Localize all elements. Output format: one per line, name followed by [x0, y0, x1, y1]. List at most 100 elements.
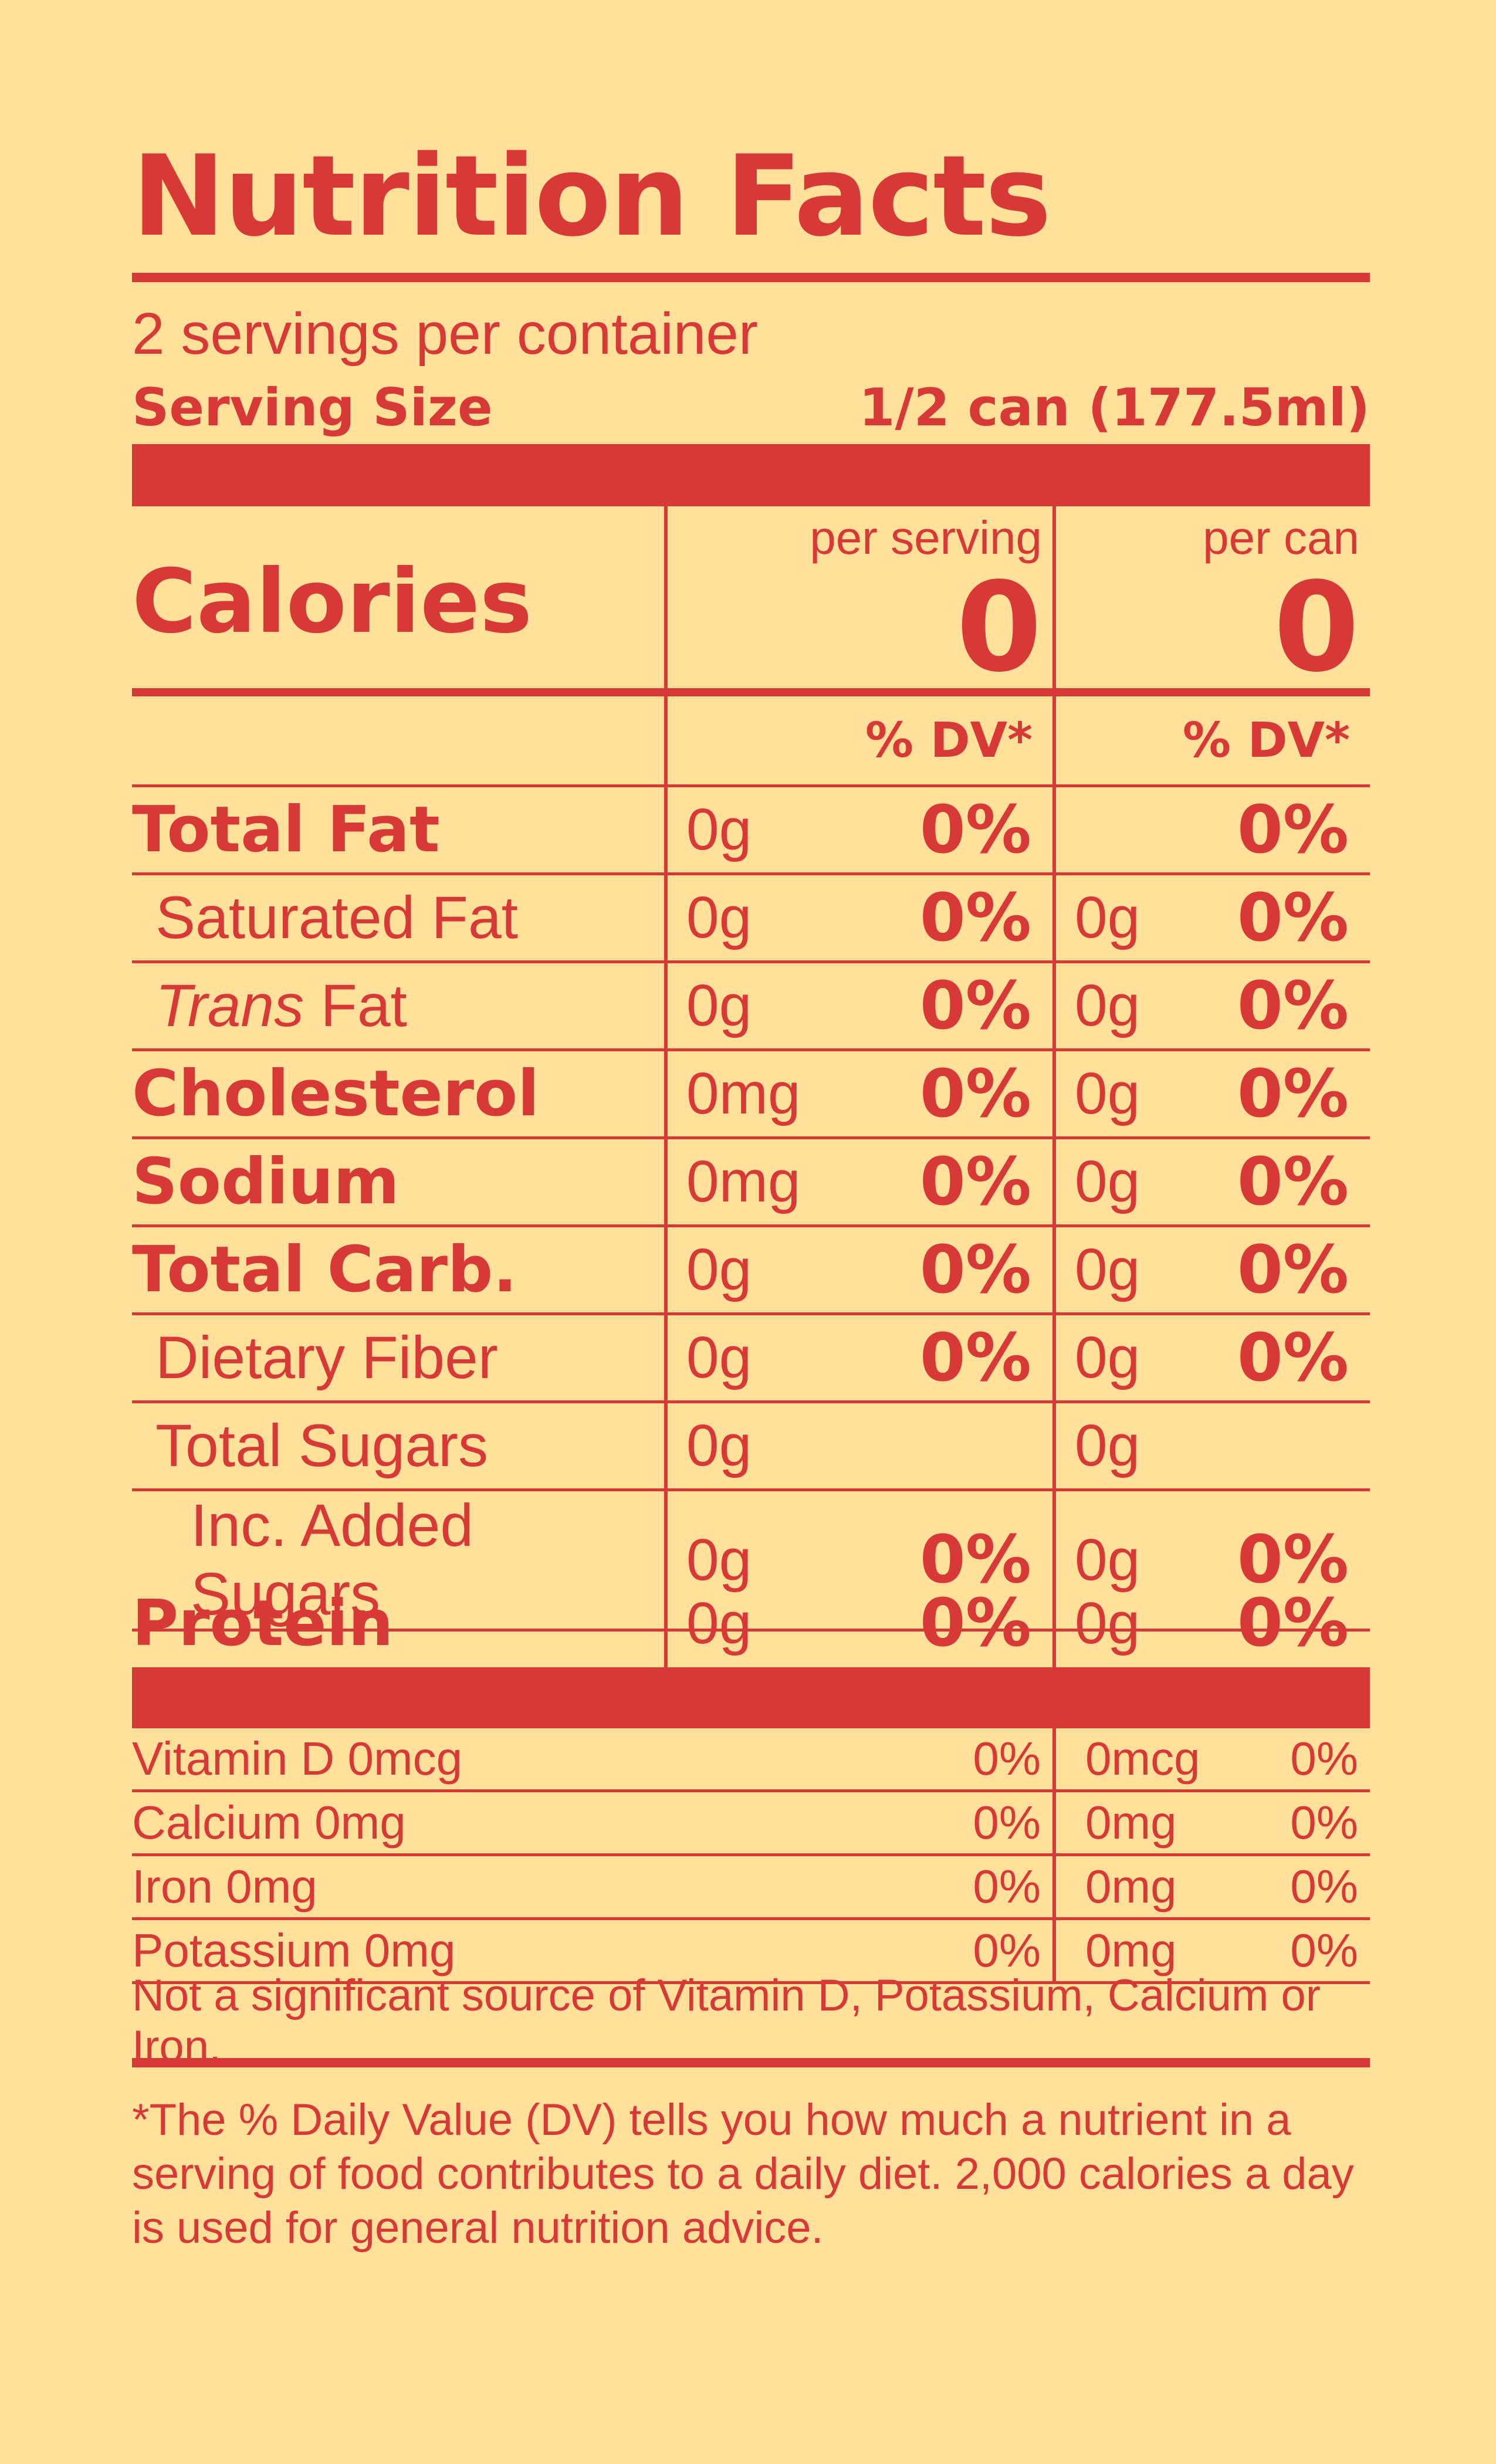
nutrient-row: Saturated Fat 0g 0% 0g 0% — [132, 875, 1370, 963]
vitamin-serving-dv: 0% — [664, 1728, 1052, 1792]
vitamin-row: Iron 0mg 0% 0mg 0% — [132, 1856, 1370, 1920]
calories-label: Calories — [132, 551, 533, 653]
vitamin-name: Potassium 0mg — [132, 1920, 664, 1984]
dv-header-can: % DV* — [1052, 696, 1370, 784]
nutrient-name: Inc. Added Sugars — [191, 1492, 474, 1627]
nutrient-row: Total Fat 0g 0% 0% — [132, 787, 1370, 875]
vitamin-can-dv: 0% — [1290, 1860, 1358, 1913]
divider — [132, 2058, 1370, 2067]
serving-daily-value: 0% — [919, 1522, 1031, 1598]
nutrient-name: Total Carb. — [132, 1233, 517, 1307]
nutrient-name: Dietary Fiber — [155, 1324, 498, 1391]
nutrient-name-prefix: Trans — [155, 972, 304, 1039]
thick-divider — [132, 1667, 1370, 1728]
serving-daily-value: 0% — [919, 1585, 1031, 1661]
serving-daily-value: 0% — [919, 1319, 1031, 1396]
can-daily-value: 0% — [1237, 967, 1349, 1044]
vitamin-name: Calcium 0mg — [132, 1792, 664, 1856]
serving-amount: 0mg — [686, 1149, 801, 1214]
dv-header-row: % DV* % DV* — [132, 696, 1370, 787]
calories-row: Calories per serving 0 per can 0 — [132, 506, 1370, 696]
serving-amount: 0g — [686, 1237, 752, 1302]
calories-per-can: 0 — [1273, 556, 1359, 699]
serving-amount: 0g — [686, 1325, 752, 1390]
serving-amount: 0g — [686, 1590, 752, 1656]
vitamin-can-amount: 0mg — [1085, 1796, 1177, 1849]
per-serving-column: per serving 0 — [664, 506, 1052, 689]
can-daily-value: 0% — [1237, 791, 1349, 868]
can-amount: 0g — [1075, 1149, 1140, 1214]
nutrient-name: Sodium — [132, 1145, 400, 1219]
serving-amount: 0g — [686, 973, 752, 1038]
serving-daily-value: 0% — [919, 1055, 1031, 1132]
can-amount: 0g — [1075, 1325, 1140, 1390]
serving-amount: 0g — [686, 797, 752, 862]
serving-amount: 0g — [686, 885, 752, 950]
nutrient-row: Trans Fat 0g 0% 0g 0% — [132, 963, 1370, 1051]
per-can-column: per can 0 — [1052, 506, 1370, 689]
vitamin-can-amount: 0mg — [1085, 1860, 1177, 1913]
vitamin-can-amount: 0mcg — [1085, 1732, 1200, 1785]
nutrient-name: Saturated Fat — [155, 884, 519, 951]
serving-size-label: Serving Size — [132, 377, 493, 438]
serving-daily-value: 0% — [919, 1143, 1031, 1220]
nutrient-row: Inc. Added Sugars 0g 0% 0g 0% — [132, 1491, 1370, 1632]
can-amount: 0g — [1075, 1237, 1140, 1302]
nutrient-row: Protein 0g 0% 0g 0% — [132, 1579, 1370, 1667]
per-serving-header: per serving — [810, 512, 1042, 564]
vitamin-name: Iron 0mg — [132, 1856, 664, 1920]
divider — [132, 273, 1370, 282]
serving-size-value: 1/2 can (177.5ml) — [859, 377, 1370, 438]
nutrient-row: Cholesterol 0mg 0% 0g 0% — [132, 1051, 1370, 1139]
vitamin-serving-dv: 0% — [664, 1792, 1052, 1856]
servings-per-container: 2 servings per container — [132, 301, 759, 367]
nutrient-row: Total Carb. 0g 0% 0g 0% — [132, 1227, 1370, 1315]
serving-daily-value: 0% — [919, 1231, 1031, 1308]
nutrient-row: Total Sugars 0g 0g — [132, 1403, 1370, 1491]
not-significant-note: Not a significant source of Vitamin D, P… — [132, 1971, 1321, 2072]
nutrient-name: Cholesterol — [132, 1057, 540, 1131]
can-amount: 0g — [1075, 1061, 1140, 1126]
vitamin-can-dv: 0% — [1290, 1732, 1358, 1785]
vitamin-serving-dv: 0% — [664, 1856, 1052, 1920]
thick-divider — [132, 444, 1370, 506]
can-amount: 0g — [1075, 1413, 1140, 1478]
serving-daily-value: 0% — [919, 967, 1031, 1044]
serving-amount: 0g — [686, 1527, 752, 1593]
nutrition-facts-label: Nutrition Facts 2 servings per container… — [132, 141, 1370, 2255]
can-amount: 0g — [1075, 885, 1140, 950]
vitamin-can-amount: 0mg — [1085, 1924, 1177, 1976]
serving-amount: 0g — [686, 1413, 752, 1478]
nutrient-name: Fat — [304, 972, 407, 1039]
nutrient-name: Total Fat — [132, 793, 440, 867]
can-daily-value: 0% — [1237, 1319, 1349, 1396]
nutrient-name: Protein — [132, 1586, 394, 1660]
can-daily-value: 0% — [1237, 879, 1349, 956]
per-can-header: per can — [1203, 512, 1359, 564]
daily-value-footnote: *The % Daily Value (DV) tells you how mu… — [132, 2095, 1354, 2253]
calories-per-serving: 0 — [956, 556, 1042, 699]
can-daily-value: 0% — [1237, 1055, 1349, 1132]
serving-amount: 0mg — [686, 1061, 801, 1126]
vitamin-rows: Vitamin D 0mcg 0% 0mcg 0% Calcium 0mg 0% 0mg 0%… — [132, 1728, 1370, 1984]
label-title: Nutrition Facts — [132, 131, 1051, 261]
vitamin-row: Vitamin D 0mcg 0% 0mcg 0% — [132, 1728, 1370, 1792]
can-amount: 0g — [1075, 1590, 1140, 1656]
can-daily-value: 0% — [1237, 1585, 1349, 1661]
can-amount: 0g — [1075, 973, 1140, 1038]
can-amount: 0g — [1075, 1527, 1140, 1593]
vitamin-serving-dv: 0% — [664, 1920, 1052, 1984]
serving-daily-value: 0% — [919, 879, 1031, 956]
vitamin-row: Calcium 0mg 0% 0mg 0% — [132, 1792, 1370, 1856]
can-daily-value: 0% — [1237, 1143, 1349, 1220]
nutrient-row: Dietary Fiber 0g 0% 0g 0% — [132, 1315, 1370, 1403]
can-daily-value: 0% — [1237, 1522, 1349, 1598]
vitamin-can-dv: 0% — [1290, 1924, 1358, 1976]
vitamin-can-dv: 0% — [1290, 1796, 1358, 1849]
serving-daily-value: 0% — [919, 791, 1031, 868]
nutrient-row: Sodium 0mg 0% 0g 0% — [132, 1139, 1370, 1227]
vitamin-row: Potassium 0mg 0% 0mg 0% — [132, 1920, 1370, 1984]
can-daily-value: 0% — [1237, 1231, 1349, 1308]
vitamin-name: Vitamin D 0mcg — [132, 1728, 664, 1792]
dv-header-serving: % DV* — [664, 696, 1052, 784]
